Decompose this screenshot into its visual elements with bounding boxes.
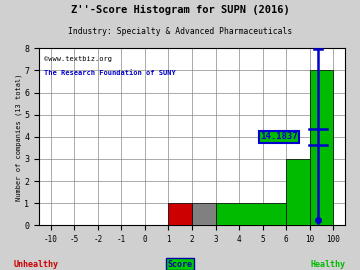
Text: Z''-Score Histogram for SUPN (2016): Z''-Score Histogram for SUPN (2016) <box>71 5 289 15</box>
Y-axis label: Number of companies (13 total): Number of companies (13 total) <box>15 73 22 201</box>
Text: ©www.textbiz.org: ©www.textbiz.org <box>44 56 112 62</box>
Text: 14.1837: 14.1837 <box>260 132 298 141</box>
Text: The Research Foundation of SUNY: The Research Foundation of SUNY <box>44 70 175 76</box>
Bar <box>168 203 192 225</box>
Bar <box>192 203 216 225</box>
Text: Unhealthy: Unhealthy <box>14 260 58 269</box>
Text: Industry: Specialty & Advanced Pharmaceuticals: Industry: Specialty & Advanced Pharmaceu… <box>68 27 292 36</box>
Bar <box>216 203 286 225</box>
Text: Score: Score <box>167 260 193 269</box>
Bar <box>286 159 310 225</box>
Bar <box>310 70 333 225</box>
Text: Healthy: Healthy <box>310 260 345 269</box>
